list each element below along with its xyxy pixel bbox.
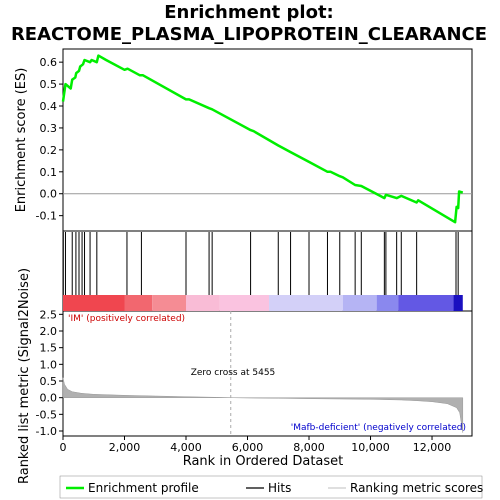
legend-entry-label: Enrichment profile	[88, 481, 199, 495]
heat-bar-segment	[63, 295, 125, 311]
heat-bar-segment	[152, 295, 187, 311]
legend-box	[59, 475, 483, 499]
metric-y-tick-label: 0.0	[40, 392, 58, 405]
legend-entry-label: Hits	[268, 481, 291, 495]
metric-y-tick-label: 0.5	[40, 375, 58, 388]
metric-y-axis: -1.0 -0.5 0.0 0.5 1.0 1.5 2.0 2.5	[36, 308, 63, 438]
x-tick-label: 12,000	[413, 441, 452, 454]
x-tick-label: 10,000	[351, 441, 390, 454]
zero-cross-label: Zero cross at 5455	[191, 368, 276, 378]
x-axis: 0 2,000 4,000 6,000 8,000 10,000 12,000	[60, 436, 452, 454]
metric-y-axis-label: Ranked list metric (Signal2Noise)	[17, 268, 32, 484]
x-tick-label: 6,000	[232, 441, 264, 454]
heat-bar-segment	[269, 295, 343, 311]
x-tick-label: 4,000	[170, 441, 202, 454]
metric-y-tick-label: 2.0	[40, 325, 58, 338]
es-y-axis-label: Enrichment score (ES)	[14, 68, 29, 213]
chart-title-line2: REACTOME_PLASMA_LIPOPROTEIN_CLEARANCE	[11, 24, 487, 45]
enrichment-profile-series	[61, 54, 464, 224]
chart-title-line1: Enrichment plot:	[164, 2, 334, 23]
es-y-tick-label: 0.2	[40, 144, 58, 157]
positive-correlation-label: 'IM' (positively correlated)	[68, 314, 185, 324]
metric-y-tick-label: -1.0	[36, 425, 57, 438]
legend-entry-label: Ranking metric scores	[350, 481, 483, 495]
x-tick-label: 2,000	[109, 441, 141, 454]
heat-bar-segment	[219, 295, 270, 311]
metric-y-tick-label: 2.5	[40, 308, 58, 321]
heat-bar-segment	[342, 295, 377, 311]
heat-bar-segment	[376, 295, 399, 311]
heat-bar-segment	[453, 295, 463, 311]
heat-bar-segment	[124, 295, 153, 311]
es-y-tick-label: 0.0	[40, 188, 58, 201]
metric-y-tick-label: -0.5	[36, 408, 57, 421]
ranking-metric-area	[62, 377, 464, 433]
metric-y-tick-label: 1.0	[40, 358, 58, 371]
x-tick-label: 0	[60, 441, 67, 454]
es-y-tick-label: 0.1	[40, 166, 58, 179]
legend: Enrichment profile Hits Ranking metric sco…	[66, 481, 483, 495]
rank-heat-bar	[63, 295, 463, 311]
es-y-axis: -0.1 0.0 0.1 0.2 0.3 0.4 0.5 0.6	[36, 56, 63, 223]
heat-bar-segment	[186, 295, 220, 311]
ranking-metric-series	[62, 377, 464, 433]
es-y-tick-label: 0.6	[40, 56, 58, 69]
heat-bar-segment	[398, 295, 454, 311]
enrichment-profile-line	[61, 54, 464, 224]
hit-markers	[62, 232, 459, 295]
x-axis-label: Rank in Ordered Dataset	[183, 454, 344, 469]
es-y-tick-label: -0.1	[36, 210, 57, 223]
es-y-tick-label: 0.3	[40, 122, 58, 135]
es-y-tick-label: 0.5	[40, 78, 58, 91]
negative-correlation-label: 'Mafb-deficient' (negatively correlated)	[291, 423, 466, 433]
x-tick-label: 8,000	[293, 441, 325, 454]
es-y-tick-label: 0.4	[40, 100, 58, 113]
metric-y-tick-label: 1.5	[40, 342, 58, 355]
